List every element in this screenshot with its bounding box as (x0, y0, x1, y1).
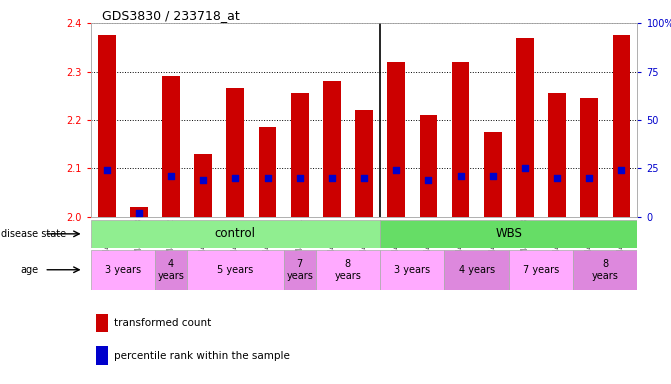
Bar (484, 132, 501, 217)
Bar (187, 250, 284, 290)
Point (134, 210, 144, 216)
Bar (291, 93, 309, 217)
Point (616, 167, 627, 174)
Point (295, 175, 305, 181)
Point (230, 175, 241, 181)
Text: percentile rank within the sample: percentile rank within the sample (114, 351, 290, 361)
Point (166, 173, 176, 179)
Text: 3 years: 3 years (105, 265, 141, 275)
Point (455, 173, 466, 179)
Point (198, 177, 209, 183)
Text: 7 years: 7 years (523, 265, 559, 275)
Point (552, 175, 562, 181)
Text: 7
years: 7 years (287, 259, 313, 281)
Bar (548, 93, 566, 217)
Point (262, 175, 273, 181)
Bar (444, 250, 509, 290)
Bar (387, 62, 405, 217)
Bar (98, 35, 115, 217)
Point (391, 167, 401, 174)
Bar (580, 98, 598, 217)
Point (101, 167, 112, 174)
Bar (284, 250, 316, 290)
Bar (227, 88, 244, 217)
Point (327, 175, 338, 181)
Bar (162, 76, 180, 217)
Text: 5 years: 5 years (217, 265, 254, 275)
Bar (130, 207, 148, 217)
Point (423, 177, 433, 183)
Bar (91, 250, 155, 290)
Bar (516, 38, 533, 217)
Bar (355, 110, 373, 217)
Bar (380, 220, 637, 248)
Point (487, 173, 498, 179)
Bar (452, 62, 470, 217)
Text: 8
years: 8 years (335, 259, 362, 281)
Bar (573, 250, 637, 290)
Text: GDS3830 / 233718_at: GDS3830 / 233718_at (101, 9, 240, 22)
Text: WBS: WBS (495, 227, 522, 240)
Bar (258, 127, 276, 217)
Bar (195, 154, 212, 217)
Point (584, 175, 595, 181)
Point (519, 166, 530, 172)
Bar (91, 220, 380, 248)
Bar (613, 35, 630, 217)
Text: 3 years: 3 years (394, 265, 430, 275)
Text: 4
years: 4 years (158, 259, 185, 281)
Point (358, 175, 369, 181)
Bar (323, 81, 341, 217)
Bar (316, 250, 380, 290)
Bar (96, 314, 108, 332)
Bar (96, 346, 108, 365)
Bar (419, 115, 437, 217)
Bar (509, 250, 573, 290)
Text: 8
years: 8 years (592, 259, 619, 281)
Bar (380, 250, 444, 290)
Text: disease state: disease state (1, 229, 66, 239)
Text: transformed count: transformed count (114, 318, 211, 328)
Text: control: control (215, 227, 256, 240)
Text: 4 years: 4 years (458, 265, 495, 275)
Bar (155, 250, 187, 290)
Text: age: age (20, 265, 38, 275)
